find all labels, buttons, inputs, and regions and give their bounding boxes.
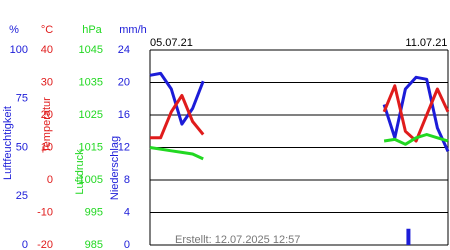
data-line: [149, 133, 449, 161]
y-tick-label: 20: [41, 109, 53, 121]
y-tick-label: 40: [41, 44, 53, 56]
axis-title: Luftfeuchtigkeit: [2, 106, 14, 180]
y-tick-label: 100: [10, 44, 28, 56]
y-tick-label: 25: [16, 190, 28, 202]
y-tick-label: 1025: [79, 109, 103, 121]
data-line: [150, 84, 450, 143]
y-tick-label: 1015: [79, 141, 103, 153]
y-tick-label: 1005: [79, 174, 103, 186]
y-tick-label: 0: [124, 239, 130, 250]
y-tick-label: 10: [41, 141, 53, 153]
data-line: [149, 71, 450, 153]
y-tick-label: 1045: [79, 44, 103, 56]
axis-unit: %: [9, 24, 19, 36]
axis-unit: mm/h: [119, 24, 147, 36]
y-tick-label: 24: [118, 44, 130, 56]
y-tick-label: 50: [16, 141, 28, 153]
axis-title: Niederschlag: [109, 136, 121, 200]
x-tick-label: 05.07.21: [150, 37, 193, 49]
axis-unit: °C: [41, 24, 53, 36]
y-tick-label: 0: [22, 239, 28, 250]
y-tick-label: -20: [37, 239, 53, 250]
precip-bar: [406, 228, 411, 245]
y-tick-label: 20: [118, 76, 130, 88]
y-tick-label: 985: [85, 239, 103, 250]
y-tick-label: 12: [118, 141, 130, 153]
y-tick-label: 995: [85, 206, 103, 218]
axis-title: Temperatur: [41, 97, 53, 153]
x-tick-label: 11.07.21: [405, 37, 447, 49]
y-tick-label: 0: [47, 174, 53, 186]
y-tick-label: 30: [41, 76, 53, 88]
created-note: Erstellt: 12.07.2025 12:57: [175, 234, 300, 246]
axis-title: Luftdruck: [74, 149, 86, 195]
y-tick-label: 4: [124, 206, 130, 218]
y-tick-label: 16: [118, 109, 130, 121]
y-tick-label: 75: [16, 93, 28, 105]
axis-unit: hPa: [82, 24, 102, 36]
y-tick-label: 1035: [79, 76, 103, 88]
y-tick-label: 8: [124, 174, 130, 186]
y-tick-label: -10: [37, 206, 53, 218]
